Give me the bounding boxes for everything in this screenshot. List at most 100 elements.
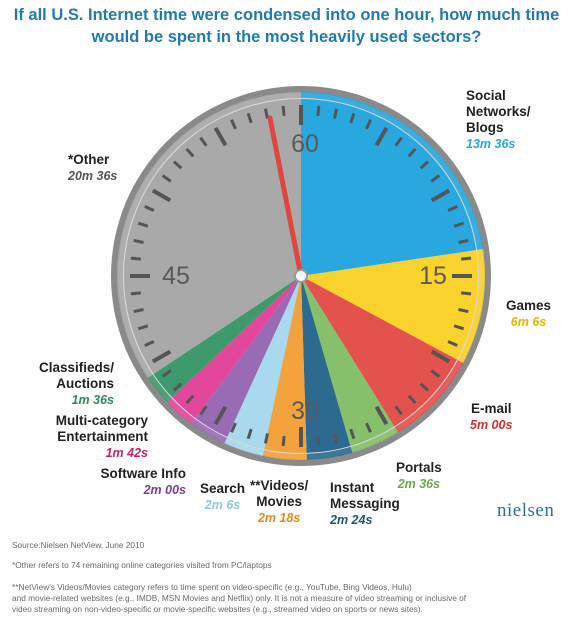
tick-51 (161, 174, 172, 183)
pie-slice-portals (301, 276, 395, 446)
tick-16 (460, 291, 472, 296)
label-classifieds: Classifieds/ Auctions 1m 36s (20, 360, 114, 408)
tick-36 (199, 405, 208, 416)
tick-25 (374, 405, 389, 426)
clock-hand (267, 115, 304, 279)
label-videos-line-2: Movies (256, 494, 303, 509)
dial-label-30: 30 (291, 397, 319, 425)
label-multi-line-2: Entertainment (57, 429, 148, 444)
pie-rim-9 (147, 374, 172, 402)
pie-slice-software-info (195, 276, 301, 437)
label-portals-name: Portals (396, 460, 442, 475)
tick-54 (199, 136, 208, 147)
tick-34 (230, 422, 237, 433)
tick-52 (172, 160, 183, 170)
tick-55 (213, 126, 228, 147)
label-class-line-2: Auctions (56, 376, 114, 391)
footnote-videos-1: **NetView's Videos/Movies category refer… (12, 582, 412, 592)
chart-title: If all U.S. Internet time were condensed… (0, 4, 573, 48)
tick-50 (151, 188, 172, 203)
chart-title-line-2: would be spent in the most heavily used … (91, 28, 482, 46)
tick-57 (246, 112, 253, 124)
value-multi: 1m 42s (105, 446, 148, 460)
dial-label-15: 15 (419, 262, 447, 290)
value-email: 5m 00s (470, 418, 513, 432)
label-videos-movies: **Videos/ Movies 2m 18s (250, 478, 308, 526)
tick-27 (349, 428, 356, 440)
pie-rim-10 (117, 92, 302, 378)
tick-40 (151, 349, 172, 364)
clock-ticks (130, 105, 472, 447)
footnote-other: *Other refers to 74 remaining online cat… (12, 560, 272, 570)
pie-rim-3 (350, 427, 398, 453)
label-software-info: Software Info 2m 00s (86, 466, 186, 498)
tick-4 (365, 119, 372, 130)
clock-center (294, 269, 308, 283)
pie-slice-multi-category-entertainment (171, 276, 301, 419)
pie-rim-0 (300, 92, 484, 250)
label-software-name: Software Info (100, 466, 186, 481)
tick-8 (419, 160, 430, 170)
pie-slice-search (227, 276, 301, 450)
dial-label-60: 60 (291, 130, 319, 158)
tick-58 (263, 108, 269, 119)
label-search-name: Search (200, 481, 246, 496)
tick-59 (281, 105, 286, 117)
pie-rim-8 (166, 397, 195, 424)
tick-6 (394, 136, 403, 147)
label-games-name: Games (506, 298, 552, 313)
tick-33 (246, 428, 253, 440)
tick-17 (458, 308, 469, 314)
tick-44 (130, 291, 142, 296)
tick-46 (130, 256, 142, 261)
tick-47 (133, 238, 144, 244)
tick-10 (430, 188, 451, 203)
value-class: 1m 36s (71, 393, 114, 407)
tick-5 (374, 126, 389, 147)
label-im-line-2: Messaging (330, 496, 400, 511)
label-multi-category: Multi-category Entertainment 1m 42s (30, 413, 148, 461)
label-instant-messaging: Instant Messaging 2m 24s (330, 480, 400, 528)
tick-49 (144, 205, 155, 212)
pie-slice-videos-movies (264, 276, 307, 453)
tick-7 (407, 147, 417, 158)
nielsen-logo: nielsen (497, 500, 555, 521)
footnote-videos-2: and movie-related websites (e.g., IMDB, … (12, 593, 467, 603)
tick-29 (316, 435, 321, 447)
label-portals: Portals 2m 36s (396, 460, 442, 492)
tick-43 (133, 308, 144, 314)
tick-11 (447, 205, 458, 212)
tick-28 (333, 433, 339, 444)
value-search: 2m 6s (204, 498, 241, 512)
tick-53 (185, 147, 195, 158)
pie-rim-5 (262, 450, 307, 460)
tick-56 (230, 119, 237, 130)
pie-rim-7 (191, 418, 227, 444)
tick-32 (263, 433, 269, 444)
tick-35 (213, 405, 228, 426)
pie-slice-classifieds-auctions (153, 276, 301, 398)
label-other-name: *Other (68, 152, 110, 167)
label-social-line-3: Blogs (466, 120, 504, 135)
tick-18 (453, 324, 465, 331)
tick-1 (316, 105, 321, 117)
value-social: 13m 36s (466, 137, 516, 151)
pie-rim-1 (457, 249, 485, 363)
source-note: Source:Nielsen NetView. June 2010 (12, 540, 145, 550)
label-email-name: E-mail (470, 401, 512, 416)
pie-slices (117, 92, 485, 460)
tick-41 (144, 340, 155, 347)
dial-label-45: 45 (162, 262, 190, 290)
tick-38 (172, 382, 183, 392)
pie-rim-4 (306, 446, 353, 460)
pie-slice-games (301, 250, 478, 360)
pie-slice-social-networks-blogs (301, 99, 477, 276)
tick-26 (365, 422, 372, 433)
label-social-networks: Social Networks/ Blogs 13m 36s (466, 88, 531, 152)
tick-13 (458, 238, 469, 244)
tick-22 (419, 382, 430, 392)
label-class-line-1: Classifieds/ (38, 360, 114, 375)
tick-42 (137, 324, 149, 331)
tick-39 (161, 369, 172, 378)
